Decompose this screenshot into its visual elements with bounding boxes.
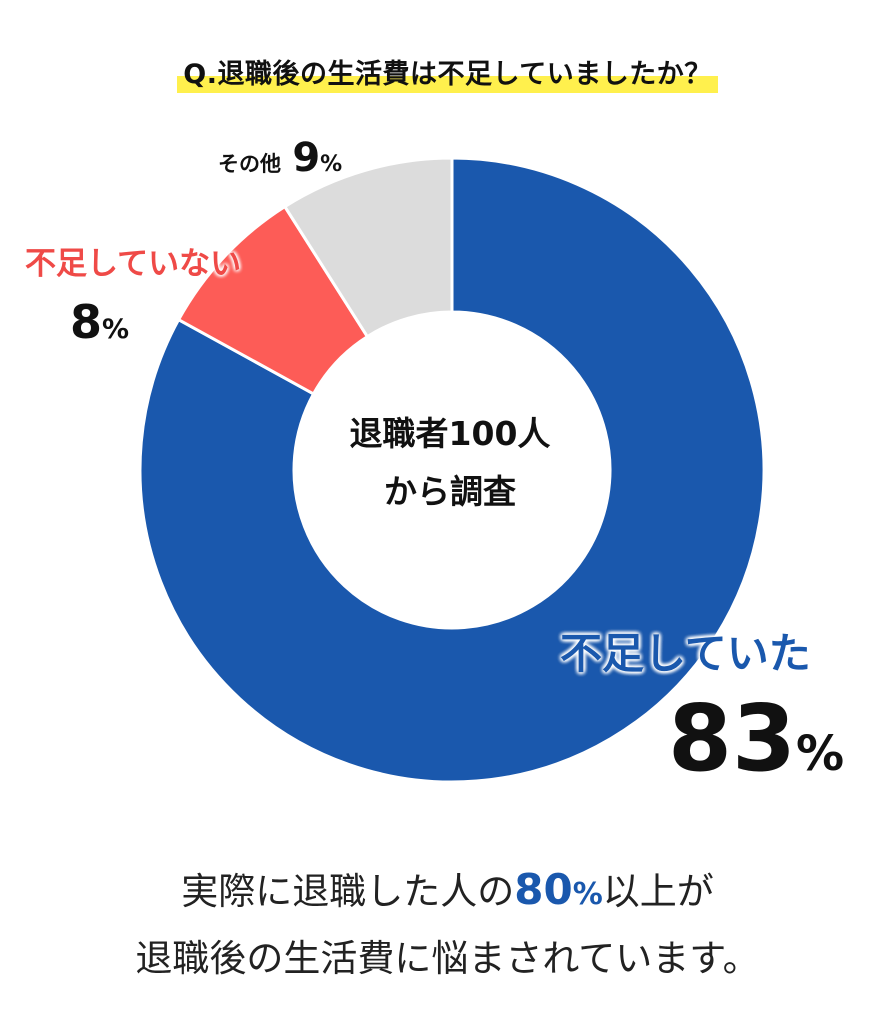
label-not-lacked-text: 不足していない [25,246,242,282]
center-line-1: 退職者100人 [349,414,551,453]
label-other-value: 9 [292,135,321,181]
label-other: その他 9% [218,135,342,181]
footer-highlight-value: 80 [514,865,573,914]
center-text: 退職者100人 から調査 [320,405,580,521]
title-wrap: Q.退職後の生活費は不足していましたか？ [0,52,895,93]
footer-highlight: 80% [514,865,603,914]
slice-lacked [138,156,766,784]
footer: 実際に退職した人の80%以上が 退職後の生活費に悩まされています。 [0,858,895,991]
label-lacked-value: 83 [668,685,797,792]
footer-line-1-post: 以上が [602,870,714,913]
label-lacked-text: 不足していた [560,629,811,678]
label-not-lacked-unit: % [102,314,130,345]
footer-line-2: 退職後の生活費に悩まされています。 [135,937,760,980]
footer-highlight-unit: % [572,877,603,912]
footer-line-1-pre: 実際に退職した人の [181,870,515,913]
label-lacked-value-wrap: 83% [668,693,844,800]
label-not-lacked-value-wrap: 8% [70,295,129,349]
label-lacked-unit: % [796,726,845,782]
footer-line-1: 実際に退職した人の80%以上が [0,858,895,927]
slice-other [282,156,454,339]
center-line-2: から調査 [384,472,516,511]
label-other-text: その他 [218,152,281,176]
label-other-unit: % [320,152,343,177]
label-not-lacked-value: 8 [70,295,103,349]
chart-title: Q.退職後の生活費は不足していましたか？ [177,52,718,93]
